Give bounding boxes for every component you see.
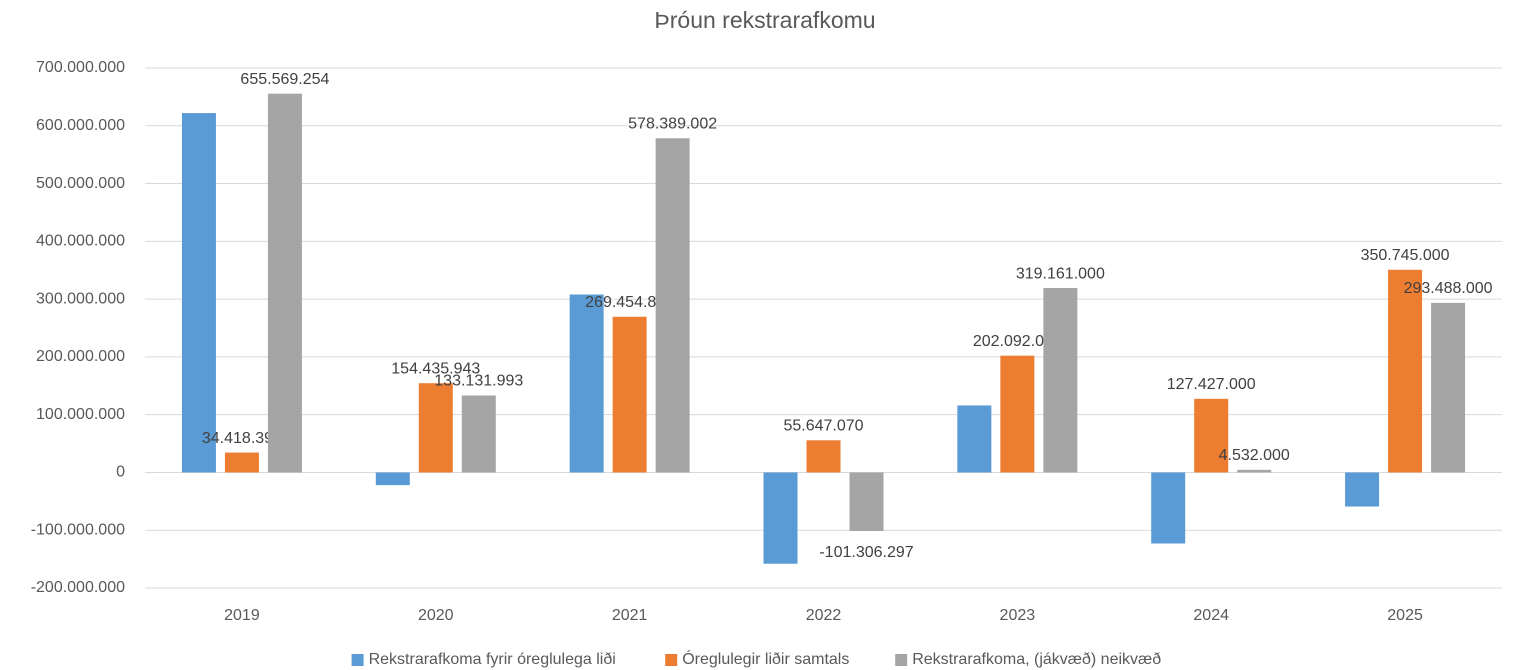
bar (1043, 288, 1078, 473)
bar (267, 93, 302, 473)
bar (1237, 469, 1272, 473)
x-tick-label: 2019 (224, 607, 260, 624)
data-label: 133.131.993 (434, 373, 523, 390)
data-label: 202.092.000 (973, 333, 1062, 350)
bar (849, 472, 884, 531)
y-tick-label: 100.000.000 (36, 406, 125, 423)
data-label: 655.569.254 (240, 71, 329, 88)
data-label: 350.745.000 (1361, 247, 1450, 264)
y-tick-label: 300.000.000 (36, 290, 125, 307)
data-label: 269.454.838 (585, 294, 674, 311)
bar (569, 294, 604, 473)
bar (181, 113, 216, 473)
x-tick-label: 2023 (1000, 607, 1036, 624)
y-tick-label: 200.000.000 (36, 348, 125, 365)
x-tick-label: 2020 (418, 607, 454, 624)
y-tick-label: 600.000.000 (36, 117, 125, 134)
bar (1431, 302, 1466, 473)
bar (375, 472, 410, 486)
bar (1151, 472, 1186, 544)
data-label: 578.389.002 (628, 115, 717, 132)
y-tick-label: 400.000.000 (36, 233, 125, 250)
data-label: 293.488.000 (1404, 280, 1493, 297)
chart-title: Þróun rekstrarafkomu (654, 7, 875, 33)
legend-swatch (665, 654, 678, 666)
bar (655, 138, 690, 473)
legend-label: Óreglulegir liðir samtals (682, 649, 849, 668)
y-tick-label: 700.000.000 (36, 59, 125, 76)
bar (1388, 269, 1423, 473)
data-label: 319.161.000 (1016, 265, 1105, 282)
data-label: 4.532.000 (1219, 447, 1290, 464)
bar (612, 316, 647, 473)
data-label: 34.418.393 (202, 430, 282, 447)
x-tick-label: 2022 (806, 607, 842, 624)
bar (461, 395, 496, 473)
bar (1345, 472, 1380, 507)
x-tick-label: 2025 (1387, 607, 1423, 624)
x-tick-label: 2024 (1193, 607, 1229, 624)
y-tick-label: 0 (116, 464, 125, 481)
legend-label: Rekstrarafkoma fyrir óreglulega liði (369, 651, 616, 668)
legend-swatch (895, 654, 908, 666)
data-label: 55.647.070 (783, 418, 863, 435)
legend-swatch (351, 654, 364, 666)
data-label: 127.427.000 (1167, 376, 1256, 393)
bar (806, 440, 841, 473)
bar (1194, 398, 1229, 473)
data-label: 154.435.943 (391, 360, 480, 377)
legend-label: Rekstrarafkoma, (jákvæð) neikvæð (912, 651, 1161, 668)
bar (224, 452, 259, 473)
bar (418, 383, 453, 473)
bar (1000, 355, 1035, 473)
y-tick-label: -200.000.000 (31, 579, 125, 596)
bar (957, 405, 992, 473)
data-label: -101.306.297 (819, 544, 913, 561)
bar (763, 472, 798, 564)
y-tick-label: 500.000.000 (36, 175, 125, 192)
x-tick-label: 2021 (612, 607, 648, 624)
y-tick-label: -100.000.000 (31, 521, 125, 538)
